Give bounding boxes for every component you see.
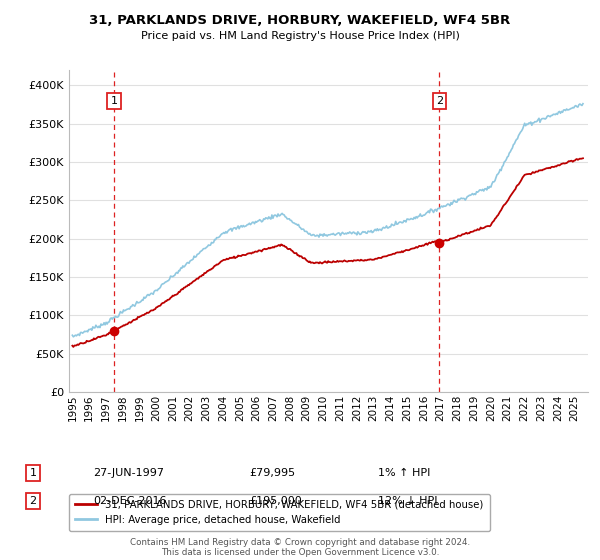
- Text: 27-JUN-1997: 27-JUN-1997: [93, 468, 164, 478]
- Legend: 31, PARKLANDS DRIVE, HORBURY, WAKEFIELD, WF4 5BR (detached house), HPI: Average : 31, PARKLANDS DRIVE, HORBURY, WAKEFIELD,…: [69, 494, 490, 531]
- Text: 2: 2: [29, 496, 37, 506]
- Text: Contains HM Land Registry data © Crown copyright and database right 2024.
This d: Contains HM Land Registry data © Crown c…: [130, 538, 470, 557]
- Text: 2: 2: [436, 96, 443, 106]
- Text: 1% ↑ HPI: 1% ↑ HPI: [378, 468, 430, 478]
- Text: Price paid vs. HM Land Registry's House Price Index (HPI): Price paid vs. HM Land Registry's House …: [140, 31, 460, 41]
- Text: £79,995: £79,995: [249, 468, 295, 478]
- Text: 1: 1: [110, 96, 118, 106]
- Text: 1: 1: [29, 468, 37, 478]
- Text: 31, PARKLANDS DRIVE, HORBURY, WAKEFIELD, WF4 5BR: 31, PARKLANDS DRIVE, HORBURY, WAKEFIELD,…: [89, 14, 511, 27]
- Text: £195,000: £195,000: [249, 496, 302, 506]
- Text: 12% ↓ HPI: 12% ↓ HPI: [378, 496, 437, 506]
- Text: 02-DEC-2016: 02-DEC-2016: [93, 496, 167, 506]
